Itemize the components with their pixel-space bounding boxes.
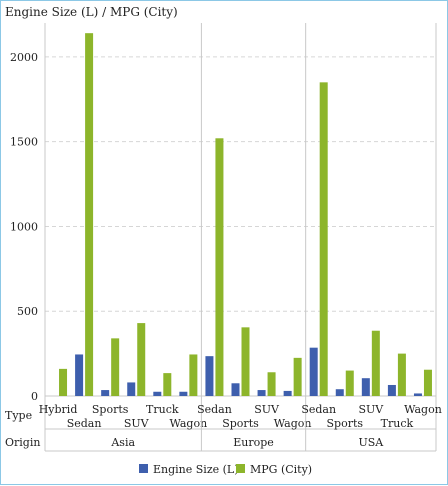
type-label: Sedan [301, 403, 336, 416]
origin-label: Asia [110, 436, 135, 449]
mpg-city-bar [241, 327, 250, 396]
mpg-city-bar [189, 354, 198, 396]
type-label: Sports [222, 417, 259, 430]
engine-size-bar [205, 356, 214, 396]
y-tick-label: 1500 [10, 136, 38, 149]
engine-size-bar [231, 383, 240, 396]
legend-label-mpg-city: MPG (City) [250, 463, 312, 476]
engine-size-bar [309, 347, 318, 396]
y-axis-title: Engine Size (L) / MPG (City) [5, 5, 178, 19]
mpg-city-bar [319, 82, 328, 396]
type-row-label: Type [5, 409, 32, 422]
mpg-city-bar [163, 373, 172, 396]
engine-size-bar [257, 390, 266, 396]
engine-size-bar [75, 354, 84, 396]
mpg-city-bar [423, 369, 432, 396]
engine-size-bar [179, 391, 188, 396]
mpg-city-bar [215, 138, 224, 397]
mpg-city-bar [267, 372, 276, 396]
engine-size-bar [335, 389, 344, 396]
type-label: Truck [146, 403, 179, 416]
type-label: Sports [92, 403, 129, 416]
mpg-city-bar [85, 33, 94, 396]
mpg-city-bar [345, 370, 354, 396]
mpg-city-bar [111, 338, 120, 396]
type-label: Sedan [197, 403, 232, 416]
legend-swatch-mpg-city [236, 464, 245, 473]
engine-size-bar [387, 384, 396, 396]
type-label: SUV [358, 403, 384, 416]
type-label: SUV [254, 403, 280, 416]
mpg-city-bar [293, 357, 302, 396]
engine-size-bar [413, 393, 422, 396]
y-tick-label: 0 [31, 390, 38, 403]
origin-label: Europe [233, 436, 274, 449]
y-tick-label: 500 [17, 305, 38, 318]
mpg-city-bar [59, 368, 68, 396]
origin-label: USA [358, 436, 384, 449]
type-label: Truck [381, 417, 414, 430]
type-label: Wagon [170, 417, 208, 430]
engine-size-bar [153, 391, 162, 396]
origin-row-label: Origin [5, 436, 40, 449]
type-label: Sedan [67, 417, 102, 430]
y-tick-label: 1000 [10, 220, 38, 233]
y-tick-label: 2000 [10, 51, 38, 64]
type-label: Wagon [404, 403, 442, 416]
engine-size-bar [127, 382, 136, 396]
engine-size-bar [361, 378, 370, 396]
legend-swatch-engine-size [139, 464, 148, 473]
engine-size-bar [101, 390, 110, 396]
type-label: Sports [327, 417, 364, 430]
type-label: Hybrid [39, 403, 78, 416]
mpg-city-bar [137, 323, 146, 396]
type-label: Wagon [274, 417, 312, 430]
type-label: SUV [124, 417, 150, 430]
legend-label-engine-size: Engine Size (L) [153, 463, 239, 476]
engine-size-bar [283, 390, 292, 396]
mpg-city-bar [397, 353, 406, 396]
mpg-city-bar [371, 330, 380, 396]
